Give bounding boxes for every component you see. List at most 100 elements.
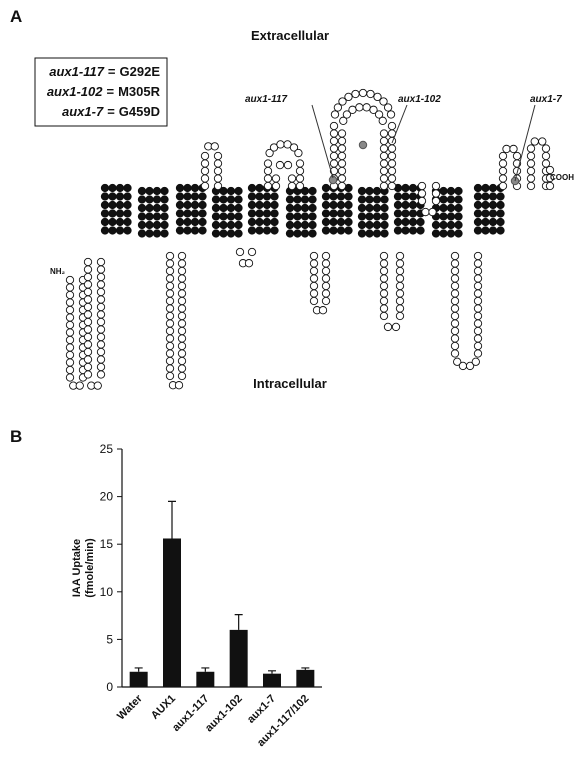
- residue: [465, 361, 475, 371]
- panel-label: A: [10, 7, 22, 26]
- residue: [177, 251, 187, 261]
- residue: [96, 295, 106, 304]
- residue: [408, 209, 418, 218]
- residue: [263, 181, 273, 191]
- intracellular-label: Intracellular: [253, 376, 327, 391]
- residue: [380, 220, 389, 230]
- residue: [336, 192, 346, 201]
- residue: [211, 203, 221, 213]
- residue: [175, 183, 185, 193]
- residue: [83, 325, 93, 334]
- residue: [83, 362, 93, 372]
- residue: [255, 217, 264, 227]
- residue: [395, 289, 405, 298]
- residue: [481, 200, 490, 210]
- residue: [450, 259, 460, 268]
- residue: [344, 92, 353, 102]
- residue: [183, 209, 192, 218]
- error-bar: [201, 667, 210, 672]
- y-axis-label-line: (fmole/min): [84, 538, 96, 598]
- residue: [183, 217, 192, 227]
- residue: [65, 365, 75, 375]
- residue: [379, 251, 389, 261]
- residue: [380, 195, 389, 204]
- error-bar: [268, 670, 276, 674]
- residue: [365, 186, 374, 196]
- residue: [454, 229, 463, 238]
- residue: [65, 343, 75, 352]
- residue: [152, 195, 162, 204]
- residue: [219, 195, 228, 204]
- residue: [93, 381, 102, 390]
- residue: [526, 174, 536, 183]
- residue: [387, 121, 397, 131]
- residue: [431, 196, 441, 206]
- residue: [357, 220, 367, 230]
- residue: [309, 289, 319, 298]
- allele: aux1-102: [47, 84, 103, 99]
- residue: [545, 165, 555, 175]
- residue: [329, 159, 339, 168]
- residue: [496, 192, 505, 201]
- x-tick-label: aux1-102: [203, 693, 245, 735]
- residue: [372, 203, 382, 213]
- residue: [309, 266, 319, 276]
- residue: [289, 143, 299, 152]
- error-bar: [134, 667, 143, 672]
- residue: [338, 97, 347, 106]
- residue: [115, 183, 125, 193]
- y-tick-label: 25: [100, 442, 114, 456]
- residue: [165, 326, 175, 336]
- residue: [378, 116, 387, 125]
- residue: [160, 220, 169, 230]
- residue: [219, 220, 228, 230]
- residue: [526, 144, 536, 153]
- residue: [337, 136, 347, 146]
- residue: [177, 304, 187, 313]
- residue: [337, 174, 347, 183]
- residue: [177, 326, 187, 336]
- residue: [439, 212, 448, 221]
- callout-line: [311, 104, 334, 179]
- bar: [263, 673, 281, 687]
- residue: [408, 226, 418, 235]
- residue: [308, 212, 317, 221]
- residue: [395, 251, 405, 261]
- residue: [210, 142, 219, 151]
- separator: =: [108, 64, 116, 79]
- residue: [395, 304, 405, 313]
- residue: [177, 296, 187, 306]
- residue: [123, 200, 132, 210]
- residue: [393, 200, 403, 210]
- residue: [395, 259, 405, 268]
- residue: [473, 304, 483, 313]
- residue: [439, 229, 448, 238]
- residue: [177, 281, 187, 291]
- residue: [83, 295, 93, 304]
- residue: [342, 110, 352, 119]
- residue: [270, 217, 279, 227]
- residue: [401, 200, 410, 210]
- residue: [160, 229, 169, 238]
- residue: [321, 192, 331, 201]
- residue: [379, 97, 388, 106]
- residue: [96, 272, 106, 282]
- residue: [165, 296, 175, 306]
- residue: [295, 159, 305, 168]
- residue: [446, 195, 456, 204]
- callout-label: aux1-117: [245, 94, 288, 105]
- y-tick-label: 20: [100, 490, 114, 504]
- bar: [229, 629, 248, 687]
- residue: [115, 192, 125, 201]
- residue: [175, 209, 185, 218]
- residue: [270, 200, 279, 210]
- residue: [337, 129, 347, 138]
- residue: [177, 289, 187, 298]
- residue: [337, 144, 347, 153]
- residue: [123, 217, 132, 227]
- residue: [152, 229, 162, 238]
- residue: [293, 212, 302, 221]
- residue: [145, 195, 154, 204]
- residue: [96, 325, 106, 334]
- residue: [417, 181, 427, 191]
